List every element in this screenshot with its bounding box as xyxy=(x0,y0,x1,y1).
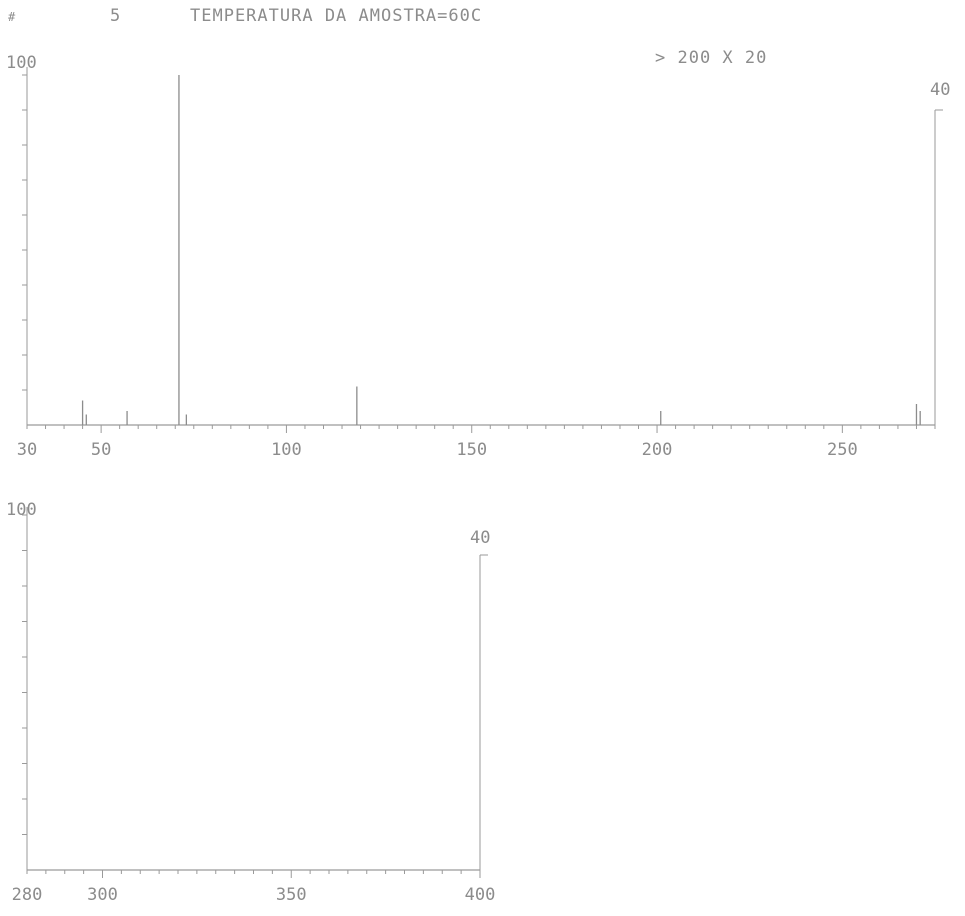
x-tick-label-0: 100 xyxy=(271,440,302,460)
right-axis-label-0: 40 xyxy=(930,80,950,100)
x-tick-label-1: 280 xyxy=(12,885,43,905)
chart-title: TEMPERATURA DA AMOSTRA=60C xyxy=(190,6,483,26)
scale-note: > 200 X 20 xyxy=(655,48,768,68)
header-hash: # xyxy=(8,10,17,24)
x-tick-label-0: 150 xyxy=(456,440,487,460)
x-tick-label-1: 400 xyxy=(465,885,496,905)
x-tick-label-1: 350 xyxy=(276,885,307,905)
x-tick-label-0: 200 xyxy=(642,440,673,460)
spectrum-number: 5 xyxy=(110,6,122,26)
x-tick-label-1: 300 xyxy=(87,885,118,905)
x-tick-label-0: 50 xyxy=(91,440,111,460)
y-top-label-1: 100 xyxy=(6,500,37,520)
right-axis-label-1: 40 xyxy=(470,528,490,548)
x-tick-label-0: 250 xyxy=(827,440,858,460)
x-tick-label-0: 30 xyxy=(17,440,37,460)
y-top-label-0: 100 xyxy=(6,53,37,73)
